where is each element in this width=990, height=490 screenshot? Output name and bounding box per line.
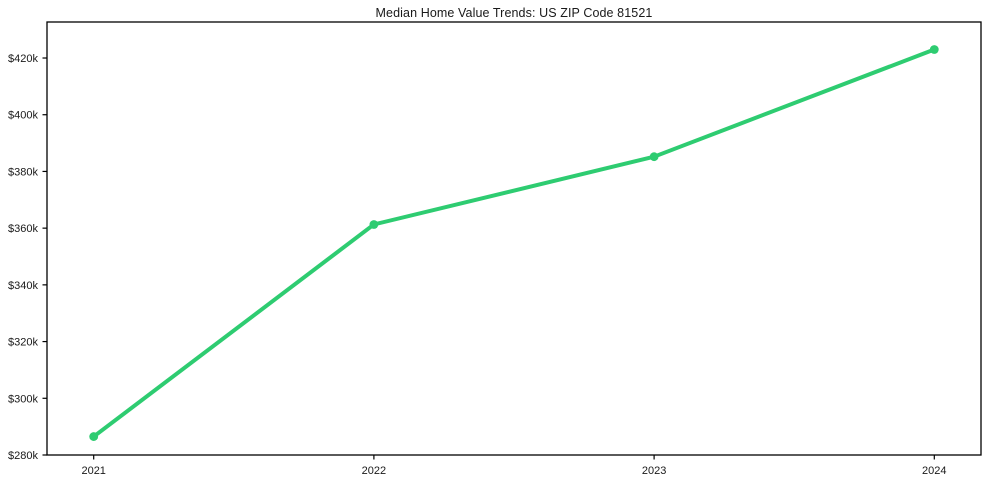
y-tick-label: $300k [8, 393, 38, 405]
plot-border [46, 21, 982, 456]
y-tick-label: $420k [8, 53, 38, 65]
chart-title: Median Home Value Trends: US ZIP Code 81… [375, 6, 653, 20]
data-point-2021 [89, 432, 99, 441]
y-tick-label: $400k [8, 110, 38, 122]
y-tick-label: $340k [8, 280, 38, 292]
data-point-2023 [649, 152, 659, 162]
data-point-2022 [369, 220, 379, 229]
y-tick-label: $380k [8, 166, 38, 178]
data-point-2024 [929, 45, 939, 54]
y-tick-label: $360k [8, 223, 38, 235]
x-tick-label: 2022 [362, 465, 386, 477]
line-series [91, 47, 937, 439]
x-tick-label: 2021 [81, 465, 105, 477]
y-tick-label: $280k [8, 450, 38, 462]
x-tick-label: 2023 [642, 465, 666, 477]
y-tick-label: $320k [8, 337, 38, 349]
x-tick-label: 2024 [922, 465, 946, 477]
